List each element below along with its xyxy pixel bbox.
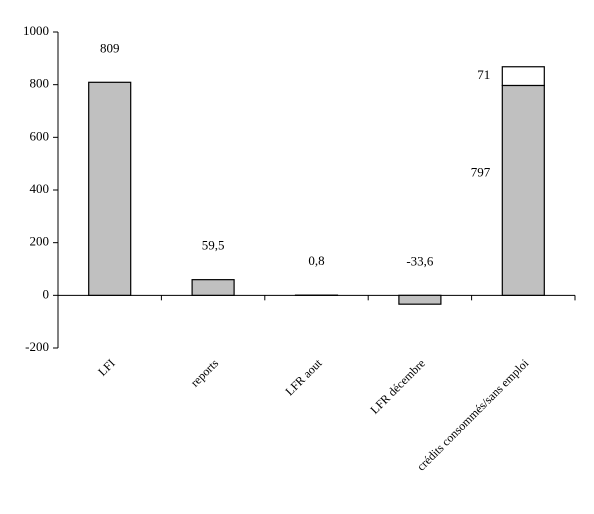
y-tick-label: 800 — [30, 76, 50, 91]
value-label: 0,8 — [308, 253, 324, 268]
y-tick-label: 1000 — [23, 23, 49, 38]
value-label: 71 — [477, 67, 490, 82]
bar — [398, 294, 442, 305]
value-label: -33,6 — [406, 253, 434, 268]
y-tick-label: -200 — [25, 339, 49, 354]
bar — [501, 84, 545, 296]
y-tick-label: 0 — [43, 286, 50, 301]
y-tick-label: 600 — [30, 128, 50, 143]
x-tick-label: LFR décembre — [367, 356, 428, 417]
y-tick-label: 200 — [30, 234, 50, 249]
x-tick-label: reports — [188, 356, 222, 390]
x-tick-label: LFR aout — [282, 356, 325, 399]
bar — [191, 279, 235, 296]
value-label: 59,5 — [202, 238, 225, 253]
bar — [88, 81, 132, 296]
x-tick-label: LFI — [95, 356, 118, 379]
x-tick-label: crédits consommés/sans emploi — [414, 356, 532, 474]
value-label: 797 — [471, 164, 491, 179]
bar — [501, 66, 545, 87]
y-tick-label: 400 — [30, 181, 50, 196]
value-label: 809 — [100, 40, 120, 55]
